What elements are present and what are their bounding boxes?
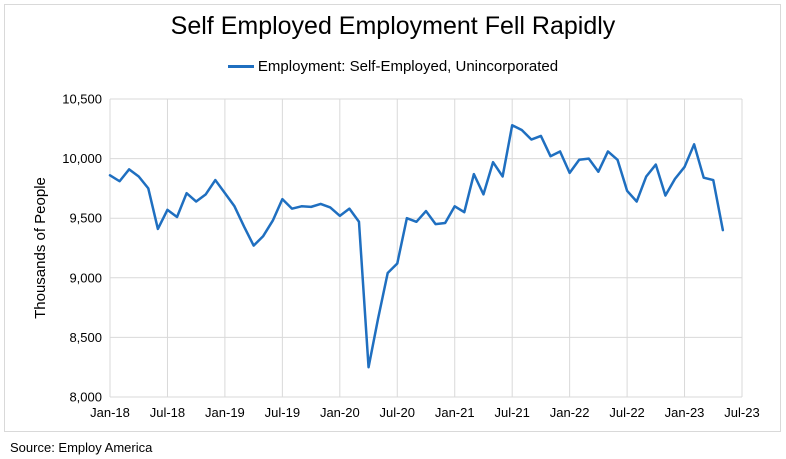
x-tick-label: Jan-18 bbox=[90, 405, 130, 420]
legend-label: Employment: Self-Employed, Unincorporate… bbox=[257, 58, 559, 75]
series-line bbox=[108, 123, 725, 369]
source-note: Source: Employ America bbox=[10, 440, 153, 455]
y-tick-label: 10,500 bbox=[62, 92, 102, 107]
y-tick-label: 8,000 bbox=[69, 390, 102, 405]
y-tick-label: 8,500 bbox=[69, 330, 102, 345]
x-tick-label: Jul-22 bbox=[609, 405, 644, 420]
x-tick-label: Jul-21 bbox=[494, 405, 529, 420]
x-tick-label: Jul-18 bbox=[150, 405, 185, 420]
x-tick-label: Jan-23 bbox=[665, 405, 705, 420]
line-chart: 8,000 8,500 9,000 9,500 10,000 10,500 Jan-18 Ju… bbox=[32, 92, 760, 421]
x-tick-label: Jul-23 bbox=[724, 405, 759, 420]
legend-swatch bbox=[227, 64, 254, 68]
x-tick-label: Jul-19 bbox=[265, 405, 300, 420]
x-tick-label: Jan-19 bbox=[205, 405, 245, 420]
x-tick-label: Jul-20 bbox=[380, 405, 415, 420]
chart-legend: Employment: Self-Employed, Unincorporate… bbox=[0, 58, 786, 75]
y-tick-label: 9,000 bbox=[69, 270, 102, 285]
x-tick-label: Jan-21 bbox=[435, 405, 475, 420]
y-tick-label: 10,000 bbox=[62, 151, 102, 166]
x-tick-label: Jan-22 bbox=[550, 405, 590, 420]
y-axis-title: Thousands of People bbox=[32, 177, 49, 319]
x-tick-label: Jan-20 bbox=[320, 405, 360, 420]
chart-title: Self Employed Employment Fell Rapidly bbox=[170, 12, 616, 40]
y-tick-label: 9,500 bbox=[69, 211, 102, 226]
